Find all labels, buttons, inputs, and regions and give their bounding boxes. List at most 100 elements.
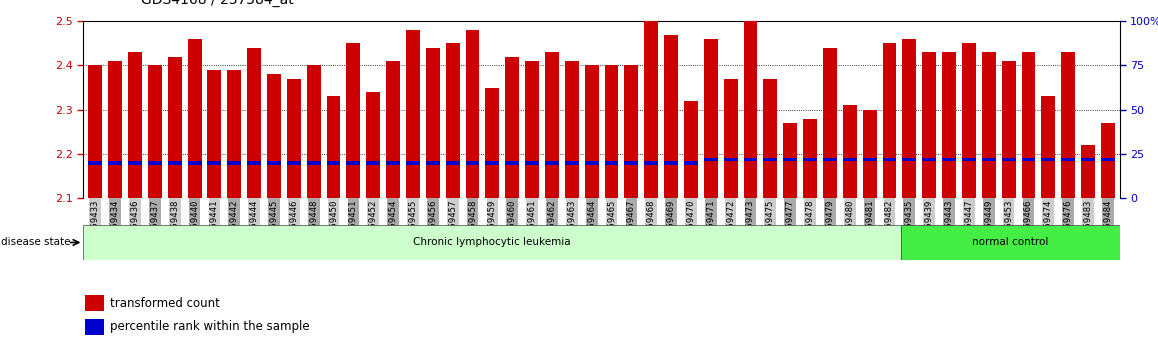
Bar [83, 225, 901, 260]
Bar [485, 88, 499, 198]
Bar [863, 158, 877, 161]
Bar [108, 61, 122, 198]
Text: Chronic lymphocytic leukemia: Chronic lymphocytic leukemia [413, 238, 571, 247]
Bar [962, 43, 976, 198]
Bar [1101, 123, 1115, 198]
Bar [1002, 61, 1016, 198]
Bar [585, 161, 599, 165]
Bar [743, 158, 757, 161]
Bar [386, 61, 400, 198]
Bar [287, 79, 301, 198]
Bar [704, 158, 718, 161]
Bar [783, 158, 797, 161]
Bar [366, 161, 380, 165]
Bar [346, 161, 360, 165]
Bar [1061, 52, 1075, 198]
Bar [982, 158, 996, 161]
Bar [743, 0, 757, 198]
Bar [327, 97, 340, 198]
Bar [188, 161, 201, 165]
Bar [902, 158, 916, 161]
Bar [804, 119, 818, 198]
Bar [624, 65, 638, 198]
Bar [466, 30, 479, 198]
Bar [366, 92, 380, 198]
Bar [585, 65, 599, 198]
Bar [485, 161, 499, 165]
Bar [684, 101, 698, 198]
Bar [287, 161, 301, 165]
Bar [644, 161, 658, 165]
Bar [406, 161, 420, 165]
Bar [545, 52, 559, 198]
Bar [665, 34, 679, 198]
Bar [466, 161, 479, 165]
Bar [207, 70, 221, 198]
Bar [525, 161, 538, 165]
Bar [1021, 52, 1035, 198]
Bar [267, 74, 281, 198]
Bar [922, 158, 936, 161]
Bar [86, 295, 103, 311]
Bar [823, 48, 837, 198]
Bar [783, 123, 797, 198]
Bar [763, 79, 777, 198]
Bar [188, 39, 201, 198]
Bar [982, 52, 996, 198]
Bar [922, 52, 936, 198]
Bar [545, 161, 559, 165]
Bar [1002, 158, 1016, 161]
Bar [724, 158, 738, 161]
Bar [665, 161, 679, 165]
Bar [763, 158, 777, 161]
Bar [129, 161, 142, 165]
Bar [624, 161, 638, 165]
Text: transformed count: transformed count [110, 297, 220, 310]
Bar [1061, 158, 1075, 161]
Bar [525, 61, 538, 198]
Text: disease state: disease state [1, 238, 71, 247]
Bar [148, 161, 162, 165]
Bar [1082, 145, 1095, 198]
Bar [1101, 158, 1115, 161]
Bar [406, 30, 420, 198]
Text: percentile rank within the sample: percentile rank within the sample [110, 320, 309, 333]
Bar [307, 161, 321, 165]
Bar [386, 161, 400, 165]
Bar [346, 43, 360, 198]
Bar [207, 161, 221, 165]
Bar [327, 161, 340, 165]
Text: normal control: normal control [972, 238, 1048, 247]
Bar [505, 161, 519, 165]
Bar [168, 57, 182, 198]
Bar [129, 52, 142, 198]
Bar [88, 65, 102, 198]
Bar [227, 70, 241, 198]
Bar [1082, 158, 1095, 161]
Bar [843, 158, 857, 161]
Bar [446, 161, 460, 165]
Bar [446, 43, 460, 198]
Bar [267, 161, 281, 165]
Bar [901, 225, 1120, 260]
Bar [684, 161, 698, 165]
Bar [247, 161, 261, 165]
Bar [168, 161, 182, 165]
Bar [882, 43, 896, 198]
Bar [247, 48, 261, 198]
Bar [902, 39, 916, 198]
Bar [943, 52, 957, 198]
Text: GDS4168 / 237584_at: GDS4168 / 237584_at [141, 0, 294, 7]
Bar [1021, 158, 1035, 161]
Bar [644, 0, 658, 198]
Bar [604, 161, 618, 165]
Bar [1041, 97, 1055, 198]
Bar [962, 158, 976, 161]
Bar [1041, 158, 1055, 161]
Bar [108, 161, 122, 165]
Bar [426, 48, 440, 198]
Bar [505, 57, 519, 198]
Bar [565, 61, 579, 198]
Bar [843, 105, 857, 198]
Bar [863, 110, 877, 198]
